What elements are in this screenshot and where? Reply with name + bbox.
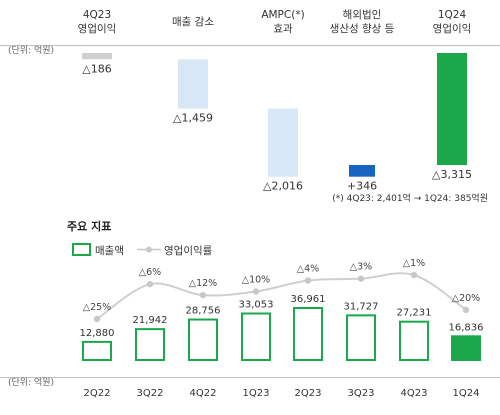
waterfall-header-1-line-2: 영업이익: [78, 22, 117, 35]
x-tick-1Q23: 1Q23: [243, 388, 270, 399]
waterfall-header-5-line-1: 1Q24: [438, 9, 467, 21]
waterfall-header-3-line-1: AMPC(*): [261, 9, 304, 21]
waterfall-value-label-2: △1,459: [173, 112, 213, 125]
waterfall-header-2-line-1: 매출 감소: [172, 16, 214, 28]
waterfall-bar-5: [437, 53, 467, 165]
margin-point-2Q22: [93, 315, 101, 323]
ampc-footnote: (*) 4Q23: 2,401억 → 1Q24: 385억원: [332, 192, 488, 204]
revenue-label-2Q23: 36,961: [291, 294, 326, 305]
margin-point-3Q23: [357, 275, 365, 282]
margin-label-4Q22: △12%: [189, 278, 217, 289]
waterfall-unit-label: (단위: 억원): [8, 44, 54, 56]
waterfall-value-labels: △186 △1,459 △2,016 +346 △3,315: [82, 62, 472, 192]
legend-bar-label: 매출액: [95, 245, 124, 257]
section-title: 주요 지표: [67, 219, 111, 233]
revenue-bar-3Q22: [135, 328, 165, 362]
margin-point-3Q22: [146, 280, 154, 288]
margin-label-4Q23: △1%: [403, 258, 425, 269]
waterfall-header-4-line-2: 생산성 향상 등: [330, 23, 395, 35]
margin-label-1Q24: △20%: [452, 293, 480, 304]
legend-line-marker: [146, 246, 152, 253]
revenue-bar-4Q22: [188, 318, 218, 361]
legend-bar-swatch: [72, 243, 91, 256]
waterfall-value-label-3: △2,016: [263, 180, 303, 193]
waterfall-bars: [82, 53, 467, 177]
revenue-bar-2Q23: [293, 307, 323, 361]
x-tick-3Q22: 3Q22: [137, 388, 164, 399]
waterfall-bar-3: [268, 108, 298, 177]
revenue-bar-1Q23: [241, 312, 271, 361]
margin-point-1Q23: [252, 288, 260, 295]
revenue-label-4Q22: 28,756: [186, 306, 221, 317]
revenue-label-2Q22: 12,880: [80, 328, 115, 339]
x-tick-4Q22: 4Q22: [190, 388, 217, 399]
waterfall-header-1-line-1: 4Q23: [83, 9, 111, 21]
revenue-bar-1Q24: [451, 335, 481, 362]
margin-label-3Q22: △6%: [139, 267, 161, 278]
revenue-label-3Q23: 31,727: [344, 301, 379, 312]
margin-label-3Q23: △3%: [350, 262, 372, 273]
waterfall-value-label-5: △3,315: [432, 168, 472, 181]
operating-margin-labels: △25% △6% △12% △10% △4% △3% △1% △20%: [83, 258, 480, 313]
revenue-label-4Q23: 27,231: [397, 308, 432, 319]
margin-point-4Q23: [410, 271, 418, 279]
revenue-value-labels: 12,880 21,942 28,756 33,053 36,961 31,727 27,2…: [80, 294, 484, 339]
revenue-label-3Q22: 21,942: [133, 315, 168, 326]
revenue-bar-3Q23: [346, 314, 376, 361]
margin-label-2Q23: △4%: [297, 264, 319, 275]
waterfall-value-label-4: +346: [347, 180, 377, 193]
waterfall-bar-1: [82, 53, 112, 60]
legend: 매출액 영업이익률: [72, 243, 213, 257]
operating-margin-points: [93, 271, 470, 323]
margin-label-1Q23: △10%: [242, 275, 270, 286]
revenue-label-1Q24: 16,836: [449, 322, 484, 333]
chart-unit-label: (단위: 억원): [8, 376, 54, 388]
x-tick-1Q24: 1Q24: [453, 388, 480, 399]
revenue-bar-2Q22: [82, 340, 112, 361]
x-axis-tick-labels: 2Q22 3Q22 4Q22 1Q23 2Q23 3Q23 4Q23 1Q24: [84, 388, 480, 399]
x-tick-2Q22: 2Q22: [84, 388, 111, 399]
waterfall-header-3-line-2: 효과: [273, 23, 293, 35]
waterfall-bar-4: [349, 165, 375, 177]
revenue-bars: [82, 307, 481, 362]
waterfall-header-4-line-1: 해외법인: [343, 8, 382, 21]
margin-point-4Q22: [199, 291, 207, 299]
waterfall-value-label-1: △186: [82, 62, 111, 75]
x-tick-4Q23: 4Q23: [401, 388, 428, 399]
x-tick-3Q23: 3Q23: [348, 388, 375, 399]
revenue-label-1Q23: 33,053: [239, 299, 274, 310]
margin-label-2Q22: △25%: [83, 302, 111, 313]
waterfall-header-5-line-2: 영업이익: [433, 22, 472, 35]
x-tick-2Q23: 2Q23: [295, 388, 322, 399]
legend-line-label: 영업이익률: [164, 244, 213, 257]
revenue-bar-4Q23: [399, 320, 429, 362]
margin-point-2Q23: [304, 277, 312, 284]
margin-point-1Q24: [462, 306, 470, 314]
waterfall-bar-2: [178, 59, 208, 109]
